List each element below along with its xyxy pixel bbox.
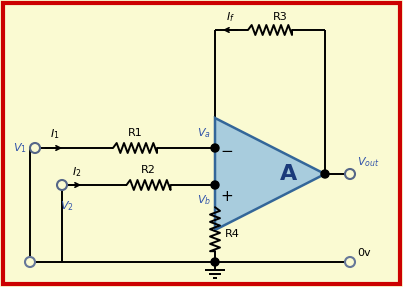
- Text: 0v: 0v: [357, 248, 371, 258]
- Text: −: −: [220, 144, 233, 159]
- Text: $I_1$: $I_1$: [50, 127, 60, 141]
- Circle shape: [345, 169, 355, 179]
- Text: $V_b$: $V_b$: [197, 193, 211, 207]
- Text: R2: R2: [141, 165, 156, 175]
- Circle shape: [30, 143, 40, 153]
- Circle shape: [321, 170, 329, 178]
- Circle shape: [211, 144, 219, 152]
- Text: $I_2$: $I_2$: [72, 165, 82, 179]
- Text: $V_1$: $V_1$: [13, 141, 27, 155]
- Polygon shape: [215, 118, 325, 230]
- Text: A: A: [280, 164, 297, 184]
- Circle shape: [345, 257, 355, 267]
- Circle shape: [211, 258, 219, 266]
- Circle shape: [57, 180, 67, 190]
- Circle shape: [25, 257, 35, 267]
- Text: $V_2$: $V_2$: [60, 199, 74, 213]
- Text: +: +: [220, 189, 233, 204]
- Circle shape: [211, 181, 219, 189]
- Text: R1: R1: [128, 128, 142, 138]
- Text: $V_a$: $V_a$: [197, 126, 211, 140]
- Text: R3: R3: [272, 12, 287, 22]
- Text: $V_{out}$: $V_{out}$: [357, 155, 380, 169]
- FancyBboxPatch shape: [3, 3, 400, 284]
- Text: R4: R4: [225, 229, 240, 239]
- Text: $I_f$: $I_f$: [226, 10, 235, 24]
